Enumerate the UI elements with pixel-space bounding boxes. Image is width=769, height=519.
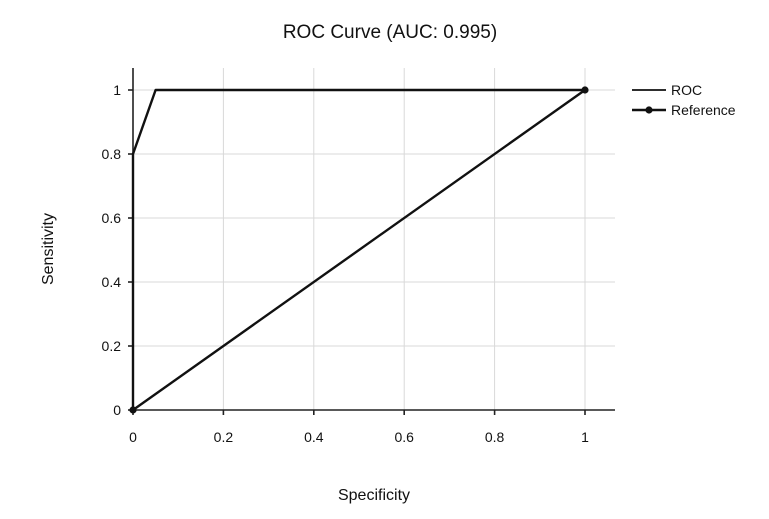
y-axis-label: Sensitivity bbox=[40, 213, 57, 285]
y-tick-label: 0.8 bbox=[102, 146, 122, 162]
x-tick-label: 0 bbox=[129, 429, 137, 445]
chart-title: ROC Curve (AUC: 0.995) bbox=[283, 22, 497, 43]
x-axis-label: Specificity bbox=[338, 487, 410, 504]
y-tick-label: 0 bbox=[113, 402, 121, 418]
y-tick-label: 0.2 bbox=[102, 338, 122, 354]
y-tick-label: 0.6 bbox=[102, 210, 122, 226]
legend-label-reference: Reference bbox=[671, 102, 736, 118]
y-tick-label: 0.4 bbox=[102, 274, 122, 290]
legend-label-roc: ROC bbox=[671, 82, 702, 98]
roc-line bbox=[131, 88, 585, 410]
legend: ROC Reference bbox=[632, 82, 736, 118]
legend-item-reference: Reference bbox=[632, 102, 736, 118]
legend-item-roc: ROC bbox=[632, 82, 702, 98]
y-tick-label: 1 bbox=[113, 82, 121, 98]
legend-marker-reference bbox=[645, 106, 653, 114]
x-tick-label: 0.4 bbox=[304, 429, 324, 445]
reference-point bbox=[581, 86, 589, 94]
x-tick-label: 0.6 bbox=[394, 429, 414, 445]
reference-line bbox=[132, 89, 586, 411]
x-tick-label: 0.2 bbox=[214, 429, 234, 445]
series bbox=[129, 86, 589, 414]
x-tick-label: 1 bbox=[581, 429, 589, 445]
tick-labels: 0 0.2 0.4 0.6 0.8 1 0 0.2 0.4 0.6 0.8 1 bbox=[102, 82, 590, 445]
x-tick-label: 0.8 bbox=[485, 429, 505, 445]
reference-point bbox=[129, 406, 137, 414]
